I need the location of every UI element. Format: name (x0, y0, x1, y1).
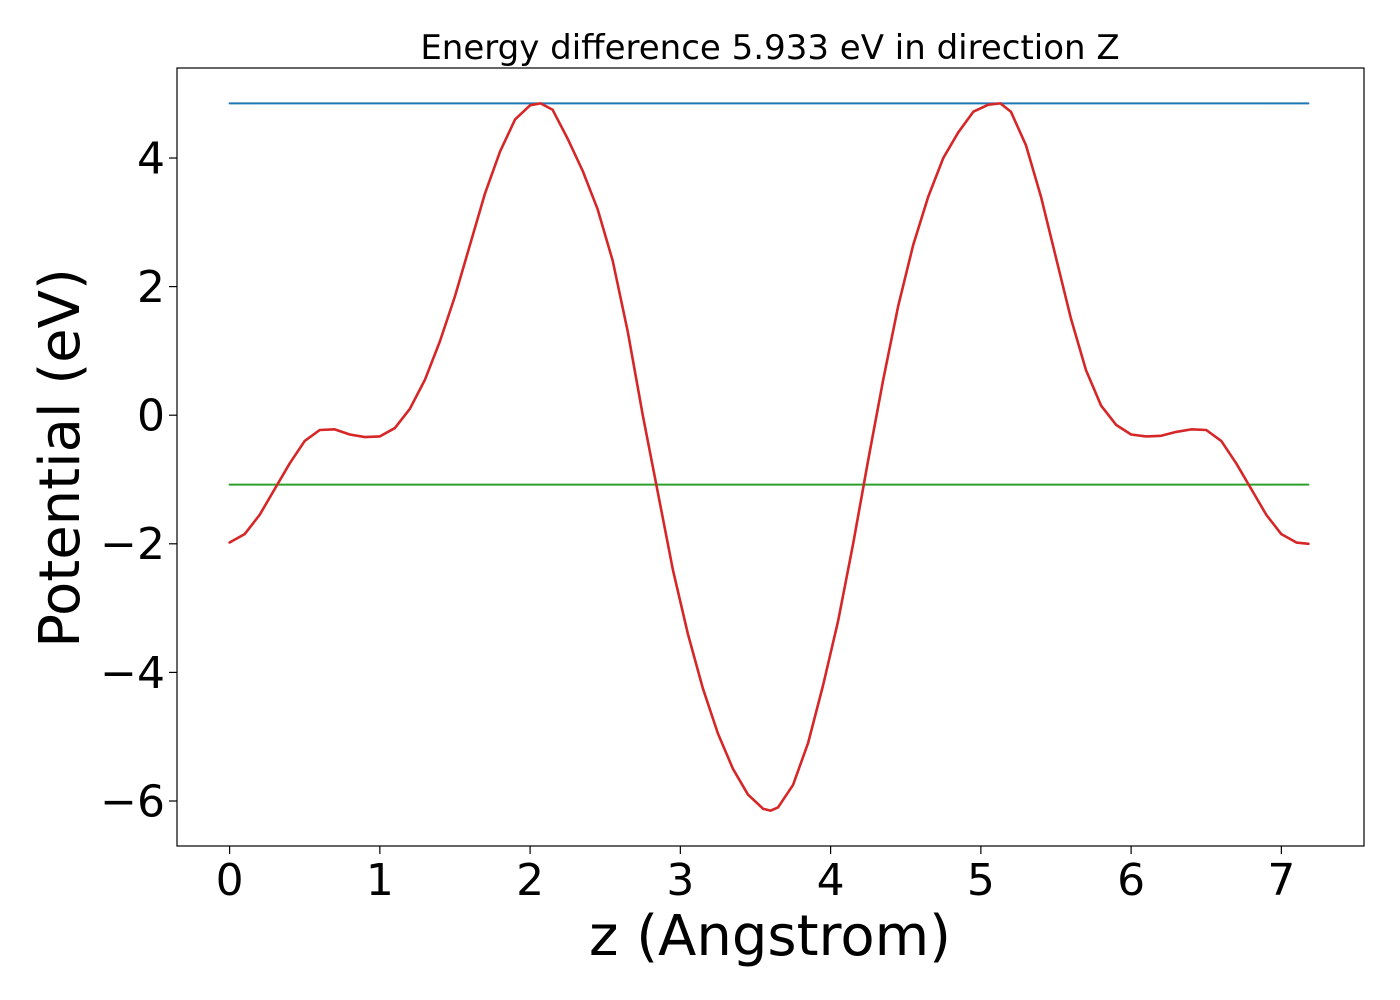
series-layer (228, 102, 1310, 812)
y-tick-label: 0 (137, 391, 165, 442)
chart-title: Energy difference 5.933 eV in direction … (420, 28, 1119, 68)
x-tick-label: 6 (1117, 855, 1145, 906)
y-tick-label: 4 (137, 133, 165, 184)
x-tick-label: 1 (366, 855, 394, 906)
x-tick-label: 7 (1267, 855, 1295, 906)
y-tick-label: 2 (137, 262, 165, 313)
y-axis: −6 −4 −2 0 2 4 (100, 133, 177, 827)
y-axis-label: Potential (eV) (28, 268, 93, 648)
x-tick-label: 2 (516, 855, 544, 906)
x-tick-label: 3 (666, 855, 694, 906)
x-axis: 0 1 2 3 4 5 6 7 (216, 846, 1295, 906)
y-tick-label: −6 (100, 776, 165, 827)
plot-frame (176, 67, 1365, 847)
x-tick-label: 5 (967, 855, 995, 906)
y-tick-label: −4 (100, 648, 165, 699)
y-tick-label: −2 (100, 519, 165, 570)
x-axis-label: z (Angstrom) (589, 904, 951, 969)
potential-line (228, 102, 1310, 812)
x-tick-label: 0 (216, 855, 244, 906)
x-tick-label: 4 (817, 855, 845, 906)
